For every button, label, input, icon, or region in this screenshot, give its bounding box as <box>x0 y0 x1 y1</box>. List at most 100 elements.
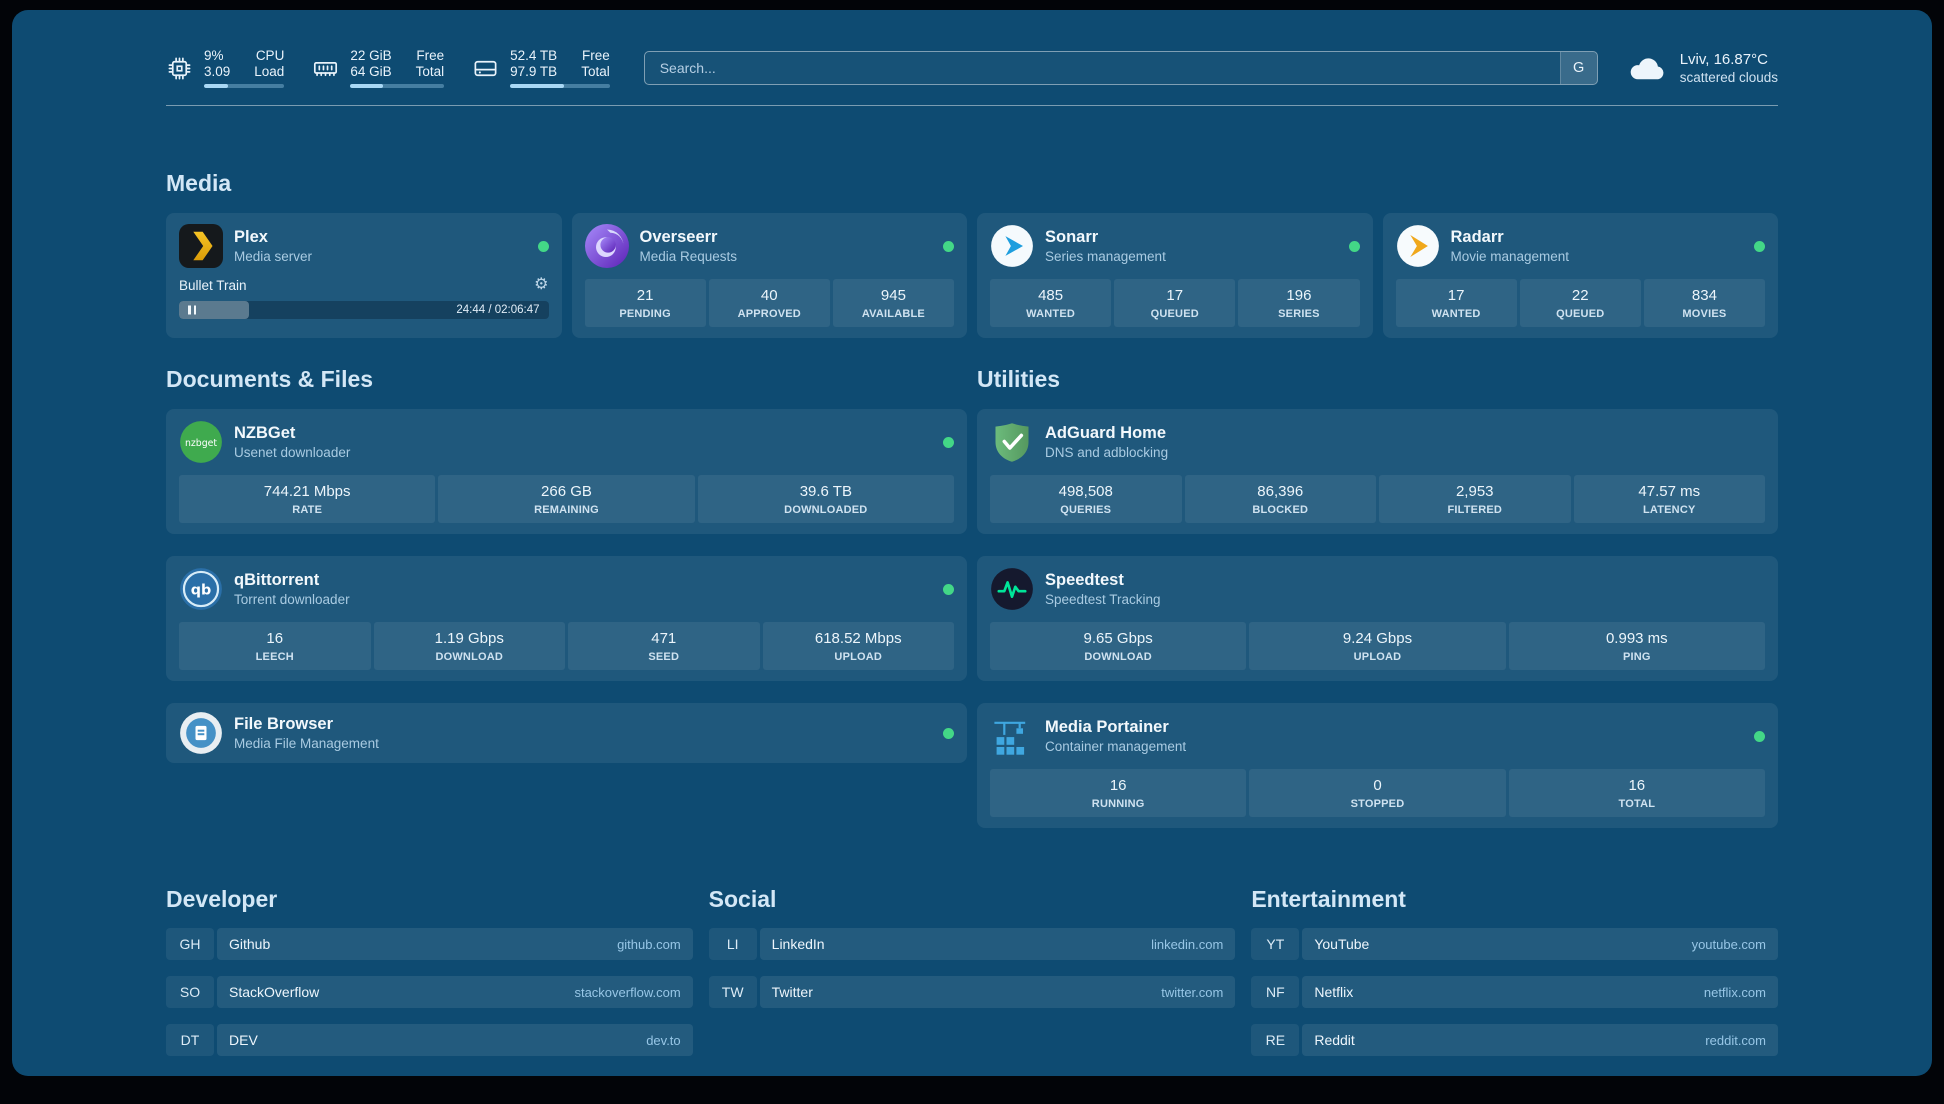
bookmark-abbr: NF <box>1251 976 1300 1008</box>
adguard-icon <box>990 420 1034 464</box>
stat-label: SEED <box>648 651 680 663</box>
bookmark-abbr: GH <box>166 928 214 960</box>
stat-value: 9.24 Gbps <box>1342 630 1413 647</box>
stat-download: 9.65 Gbps DOWNLOAD <box>990 622 1247 670</box>
card-subtitle: Series management <box>1045 249 1166 264</box>
qbittorrent-icon: qb <box>179 567 223 611</box>
disk-total-label: Total <box>581 64 610 79</box>
stat-label: AVAILABLE <box>861 308 925 320</box>
stat-value: 266 GB <box>541 483 592 500</box>
card-subtitle: DNS and adblocking <box>1045 445 1169 460</box>
bookmark-abbr: TW <box>708 976 757 1008</box>
stat-value: 9.65 Gbps <box>1083 630 1153 647</box>
card-subtitle: Container management <box>1045 739 1187 754</box>
card-title: Plex <box>234 228 268 246</box>
weather-widget[interactable]: Lviv, 16.87°C scattered clouds <box>1626 51 1778 85</box>
card-qbittorrent[interactable]: qb qBittorrent Torrent downloader 16 LEE… <box>166 556 967 681</box>
card-overseerr[interactable]: Overseerr Media Requests 21 PENDING 40 A… <box>571 213 967 338</box>
status-dot <box>943 727 954 739</box>
disk-widget: 52.4 TB Free 97.9 TB Total <box>472 48 610 88</box>
bookmark-name: Github <box>229 936 271 952</box>
stat-value: 471 <box>651 630 677 647</box>
stat-value: 485 <box>1038 287 1064 304</box>
status-dot <box>1754 240 1765 252</box>
bookmark-abbr: SO <box>166 976 214 1008</box>
card-title: qBittorrent <box>234 571 320 589</box>
status-dot <box>1754 730 1765 742</box>
stat-available: 945 AVAILABLE <box>832 279 955 327</box>
stat-label: RATE <box>292 504 323 516</box>
search-bar: G <box>643 51 1598 85</box>
memory-free-label: Free <box>416 48 445 63</box>
bookmark-domain: linkedin.com <box>1151 936 1224 952</box>
bookmark-domain: netflix.com <box>1703 984 1766 1000</box>
card-subtitle: Media File Management <box>234 736 379 751</box>
bookmark-github[interactable]: GH Github github.com <box>166 928 693 960</box>
disk-total-value: 97.9 TB <box>510 64 558 79</box>
stat-label: REMAINING <box>534 504 599 516</box>
now-playing-title: Bullet Train <box>179 277 247 293</box>
stat-value: 16 <box>1109 777 1127 794</box>
card-title: Speedtest <box>1045 571 1124 589</box>
bookmark-group-social: Social LI LinkedIn linkedin.com TW Twitt… <box>708 886 1236 1056</box>
search-input[interactable] <box>644 52 1560 84</box>
playback-progress-bar[interactable]: 24:44 / 02:06:47 <box>179 301 549 319</box>
disk-icon <box>472 55 499 82</box>
stat-label: WANTED <box>1026 308 1076 320</box>
stat-label: DOWNLOADED <box>784 504 868 516</box>
stat-value: 0.993 ms <box>1605 630 1668 647</box>
card-radarr[interactable]: Radarr Movie management 17 WANTED 22 QUE… <box>1382 213 1778 338</box>
card-adguard[interactable]: AdGuard Home DNS and adblocking 498,508 … <box>977 409 1778 534</box>
cpu-usage-label: CPU <box>255 48 285 63</box>
stat-label: TOTAL <box>1618 798 1656 810</box>
sonarr-icon <box>990 224 1034 268</box>
stat-label: BLOCKED <box>1252 504 1309 516</box>
card-filebrowser[interactable]: File Browser Media File Management <box>166 703 967 763</box>
stat-queries: 498,508 QUERIES <box>990 475 1182 523</box>
status-dot <box>943 583 954 595</box>
top-bar: 9% CPU 3.09 Load 22 <box>166 10 1778 88</box>
section-title-developer: Developer <box>166 886 278 912</box>
stat-latency: 47.57 ms LATENCY <box>1573 475 1765 523</box>
stat-label: FILTERED <box>1447 504 1503 516</box>
bookmark-linkedin[interactable]: LI LinkedIn linkedin.com <box>708 928 1236 960</box>
pause-icon[interactable] <box>188 305 196 315</box>
bookmark-name: DEV <box>229 1032 258 1048</box>
card-subtitle: Usenet downloader <box>234 445 351 460</box>
memory-free-value: 22 GiB <box>350 48 392 63</box>
bookmark-stackoverflow[interactable]: SO StackOverflow stackoverflow.com <box>166 976 693 1008</box>
bookmark-domain: dev.to <box>646 1032 681 1048</box>
cloud-icon <box>1626 52 1668 84</box>
bookmark-youtube[interactable]: YT YouTube youtube.com <box>1251 928 1778 960</box>
card-nzbget[interactable]: nzbget NZBGet Usenet downloader 744.21 M… <box>166 409 967 534</box>
bookmark-twitter[interactable]: TW Twitter twitter.com <box>708 976 1236 1008</box>
stat-seed: 471 SEED <box>568 622 760 670</box>
topbar-divider <box>166 105 1778 106</box>
card-speedtest[interactable]: Speedtest Speedtest Tracking 9.65 Gbps D… <box>977 556 1778 681</box>
section-media: Media Plex Media server <box>166 170 1778 338</box>
stat-label: STOPPED <box>1350 798 1405 810</box>
stat-value: 22 <box>1571 287 1589 304</box>
gear-icon[interactable]: ⚙ <box>534 276 549 293</box>
stat-label: PENDING <box>619 308 671 320</box>
stat-value: 618.52 Mbps <box>814 630 902 647</box>
memory-progress-bar <box>350 84 445 88</box>
stat-ping: 0.993 ms PING <box>1508 622 1765 670</box>
bookmark-name: StackOverflow <box>229 984 320 1000</box>
card-plex[interactable]: Plex Media server Bullet Train ⚙ 24:44 /… <box>166 213 562 338</box>
stat-label: WANTED <box>1431 308 1481 320</box>
stat-downloaded: 39.6 TB DOWNLOADED <box>697 475 954 523</box>
card-portainer[interactable]: Media Portainer Container management 16 … <box>977 703 1778 828</box>
bookmark-reddit[interactable]: RE Reddit reddit.com <box>1251 1024 1778 1056</box>
cpu-load-label: Load <box>254 64 285 79</box>
card-title: Sonarr <box>1045 228 1099 246</box>
stat-leech: 16 LEECH <box>179 622 371 670</box>
stat-queued: 22 QUEUED <box>1519 279 1641 327</box>
search-provider-button[interactable]: G <box>1559 52 1597 84</box>
dashboard-app: 9% CPU 3.09 Load 22 <box>12 10 1932 1076</box>
bookmark-dev[interactable]: DT DEV dev.to <box>166 1024 693 1056</box>
stat-label: SERIES <box>1278 308 1320 320</box>
bookmark-netflix[interactable]: NF Netflix netflix.com <box>1251 976 1778 1008</box>
card-sonarr[interactable]: Sonarr Series management 485 WANTED 17 Q… <box>977 213 1373 338</box>
bookmark-domain: github.com <box>617 936 681 952</box>
